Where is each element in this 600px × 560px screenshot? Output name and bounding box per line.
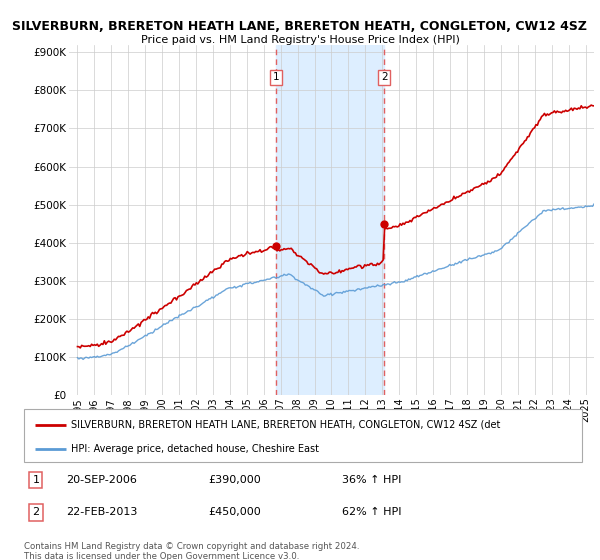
Text: £390,000: £390,000 [208, 475, 261, 485]
Text: 1: 1 [272, 72, 279, 82]
Text: £450,000: £450,000 [208, 507, 261, 517]
Text: Price paid vs. HM Land Registry's House Price Index (HPI): Price paid vs. HM Land Registry's House … [140, 35, 460, 45]
Text: 62% ↑ HPI: 62% ↑ HPI [342, 507, 401, 517]
Text: HPI: Average price, detached house, Cheshire East: HPI: Average price, detached house, Ches… [71, 444, 319, 454]
Text: SILVERBURN, BRERETON HEATH LANE, BRERETON HEATH, CONGLETON, CW12 4SZ: SILVERBURN, BRERETON HEATH LANE, BRERETO… [13, 20, 587, 32]
Text: 20-SEP-2006: 20-SEP-2006 [66, 475, 137, 485]
Text: 2: 2 [32, 507, 40, 517]
Text: SILVERBURN, BRERETON HEATH LANE, BRERETON HEATH, CONGLETON, CW12 4SZ (det: SILVERBURN, BRERETON HEATH LANE, BRERETO… [71, 420, 501, 430]
Text: 2: 2 [381, 72, 388, 82]
Bar [276, 45, 385, 395]
FancyBboxPatch shape [24, 409, 582, 462]
Text: 36% ↑ HPI: 36% ↑ HPI [342, 475, 401, 485]
Text: 1: 1 [32, 475, 40, 485]
Text: Contains HM Land Registry data © Crown copyright and database right 2024.
This d: Contains HM Land Registry data © Crown c… [24, 542, 359, 560]
Text: 22-FEB-2013: 22-FEB-2013 [66, 507, 137, 517]
